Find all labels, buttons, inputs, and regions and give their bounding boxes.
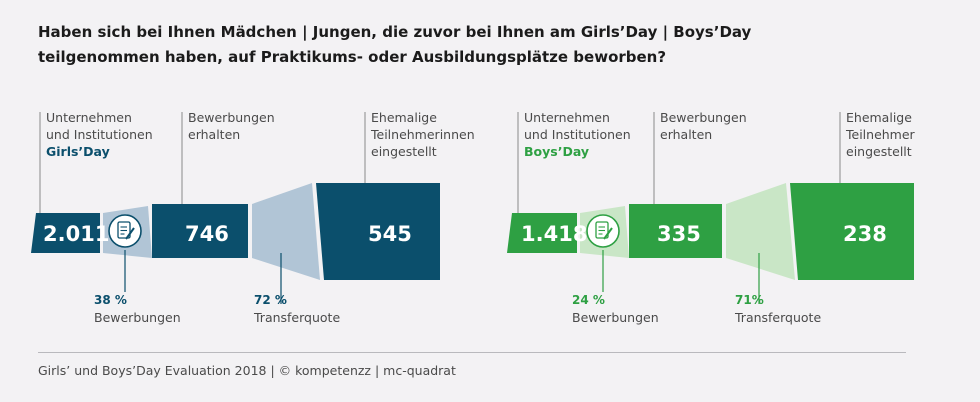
girls-rate-2-label: Transferquote [253,310,340,325]
footer-divider [38,352,906,353]
boys-stage2-block [629,204,722,258]
chart-title: Haben sich bei Ihnen Mädchen | Jungen, d… [38,20,938,70]
boys-stage3-block [790,183,914,280]
girls-stage3-value: 545 [368,222,412,246]
footer-source: Girls’ und Boys’Day Evaluation 2018 | © … [38,363,456,378]
title-line-1: Haben sich bei Ihnen Mädchen | Jungen, d… [38,23,752,41]
girls-stage3-label: Ehemalige Teilnehmerinnen eingestellt [370,110,479,159]
boys-day-highlight: Boys’Day [524,144,589,159]
boys-connector-2 [726,183,795,280]
boys-funnel: Unternehmen und Institutionen Boys’Day B… [507,110,919,325]
girls-stage1-label: Unternehmen und Institutionen Girls’Day [46,110,157,159]
girls-stage2-block [152,204,248,258]
girls-rate-2-value: 72 % [254,293,287,307]
boys-stage2-label: Bewerbungen erhalten [660,110,751,142]
boys-rate-2-label: Transferquote [734,310,821,325]
girls-stage2-value: 746 [185,222,229,246]
girls-rate-1-value: 38 % [94,293,127,307]
boys-stage1-value: 1.418 [521,222,587,246]
document-pen-icon [586,214,620,248]
boys-rate-2-value: 71% [735,293,764,307]
girls-stage2-label: Bewerbungen erhalten [188,110,279,142]
boys-stage2-value: 335 [657,222,701,246]
boys-rate-1-label: Bewerbungen [572,310,659,325]
boys-stage1-label: Unternehmen und Institutionen Boys’Day [524,110,635,159]
girls-stage3-block [316,183,440,280]
girls-day-highlight: Girls’Day [46,144,110,159]
title-line-2: teilgenommen haben, auf Praktikums- oder… [38,48,667,66]
girls-rate-1-label: Bewerbungen [94,310,181,325]
boys-stage1-block [507,213,577,253]
girls-connector-2 [252,183,320,280]
boys-rate-1-value: 24 % [572,293,605,307]
girls-stage1-block [31,213,100,253]
girls-funnel: Unternehmen und Institutionen Girls’Day … [31,110,479,325]
document-pen-icon [108,214,142,248]
boys-stage3-value: 238 [843,222,887,246]
girls-stage1-value: 2.011 [43,222,109,246]
boys-stage3-label: Ehemalige Teilnehmer eingestellt [845,110,919,159]
